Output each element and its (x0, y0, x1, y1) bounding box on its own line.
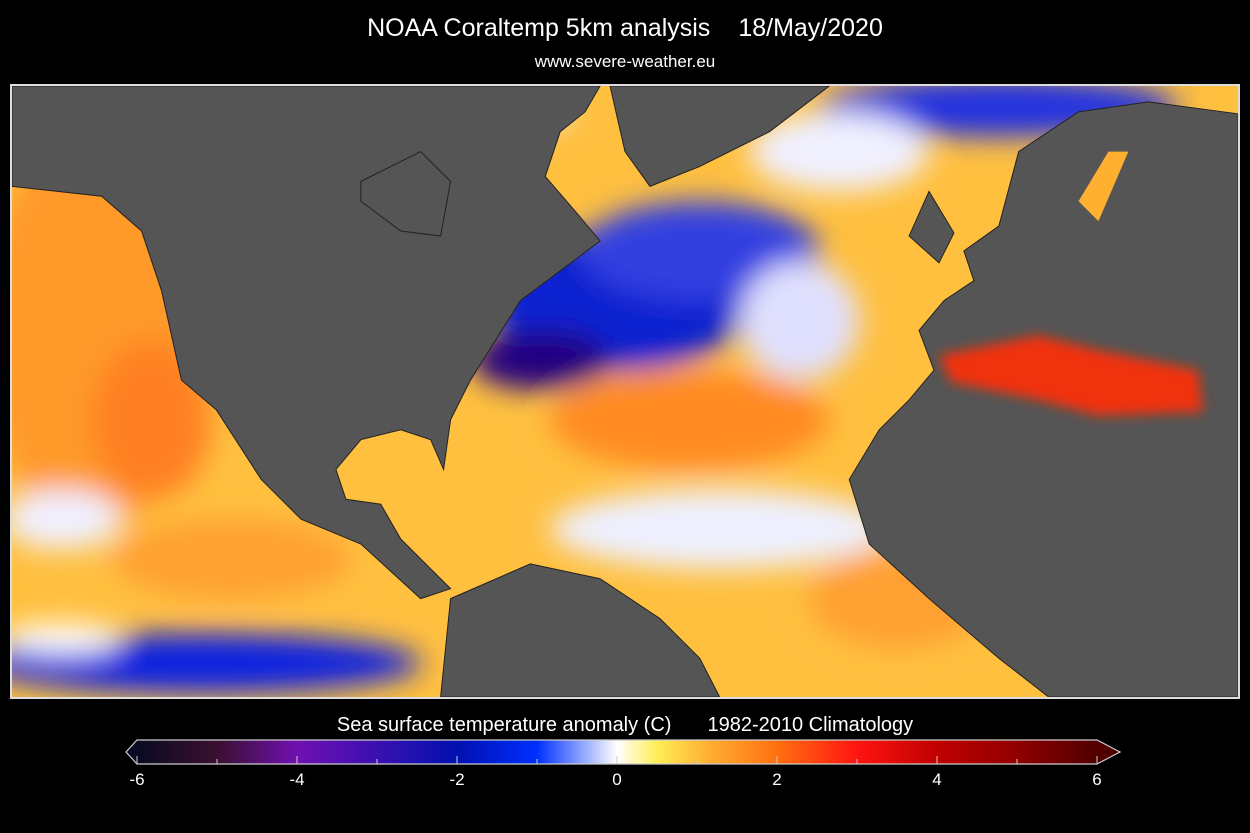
colorbar-tick-label: -2 (449, 770, 465, 789)
baltic (1078, 151, 1129, 222)
greenland (609, 86, 831, 187)
climatology-label: 1982-2010 Climatology (707, 714, 914, 736)
title-date: 18/May/2020 (738, 14, 883, 42)
colorbar-tick-label: 0 (612, 770, 622, 789)
sst-anomaly-map (10, 84, 1240, 699)
north-america (12, 86, 601, 600)
colorbar-gradient (125, 739, 1122, 765)
map-title: NOAA Coraltemp 5km analysis 18/May/2020 (0, 14, 1250, 43)
colorbar-title: Sea surface temperature anomaly (C) 1982-… (0, 714, 1250, 737)
britain (908, 190, 955, 264)
title-text: NOAA Coraltemp 5km analysis (367, 14, 711, 42)
colorbar-label: Sea surface temperature anomaly (C) (336, 714, 672, 736)
colorbar-tick-label: 4 (932, 770, 942, 789)
colorbar-tick-label: -6 (129, 770, 145, 789)
colorbar-tick-label: 2 (772, 770, 782, 789)
mediterranean (938, 335, 1204, 416)
colorbar-tick-label: -4 (289, 770, 305, 789)
south-america (440, 563, 721, 697)
colorbar-tick-label: 6 (1092, 770, 1102, 789)
website-label: www.severe-weather.eu (534, 52, 716, 71)
